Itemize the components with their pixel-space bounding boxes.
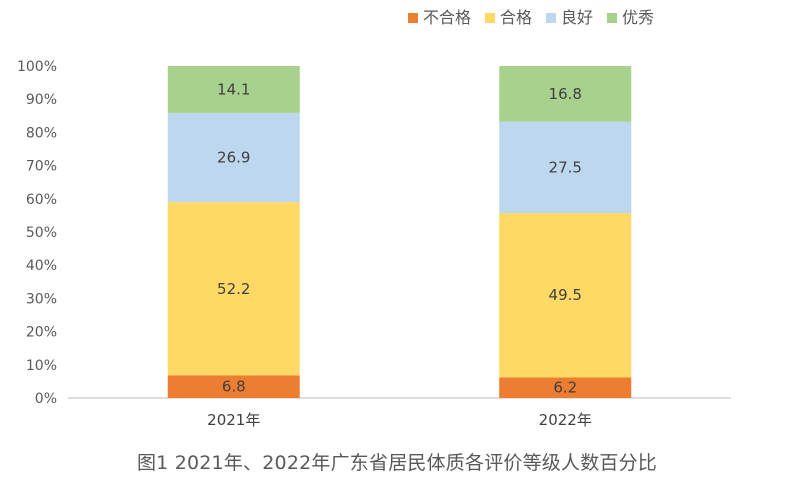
x-tick-label: 2022年: [539, 411, 592, 429]
x-tick-label: 2021年: [207, 411, 260, 429]
bar-segment: [499, 213, 632, 378]
y-tick-label: 0%: [35, 391, 57, 407]
y-tick-label: 60%: [26, 192, 57, 208]
data-label: 6.8: [222, 378, 246, 396]
bar-segment: [167, 202, 300, 376]
legend-swatch: [546, 13, 556, 23]
legend-swatch: [607, 13, 617, 23]
y-tick-label: 50%: [26, 225, 57, 241]
legend-label: 良好: [561, 8, 593, 27]
bar-segment: [499, 66, 632, 122]
y-tick-label: 40%: [26, 258, 57, 274]
y-tick-label: 80%: [26, 125, 57, 141]
legend-label: 合格: [500, 8, 532, 27]
y-tick-label: 90%: [26, 92, 57, 108]
figure-caption: 图1 2021年、2022年广东省居民体质各评价等级人数百分比: [136, 452, 658, 474]
data-label: 26.9: [217, 148, 250, 166]
y-tick-label: 100%: [17, 59, 57, 75]
data-label: 27.5: [549, 158, 582, 176]
data-label: 52.2: [217, 280, 250, 298]
y-tick-label: 30%: [26, 291, 57, 307]
y-tick-label: 20%: [26, 325, 57, 341]
data-label: 14.1: [217, 80, 250, 98]
bar-segment: [499, 121, 632, 214]
data-label: 49.5: [549, 286, 582, 304]
data-label: 6.2: [553, 379, 577, 397]
legend-swatch: [485, 13, 495, 23]
legend-swatch: [408, 13, 418, 23]
bar-segment: [499, 377, 632, 398]
bar-segment: [167, 66, 300, 113]
bar-segment: [167, 112, 300, 203]
bar-segment: [167, 375, 300, 398]
legend-label: 不合格: [423, 8, 471, 27]
data-label: 16.8: [549, 85, 582, 103]
y-tick-label: 70%: [26, 159, 57, 175]
y-tick-label: 10%: [26, 358, 57, 374]
legend-label: 优秀: [622, 8, 654, 27]
